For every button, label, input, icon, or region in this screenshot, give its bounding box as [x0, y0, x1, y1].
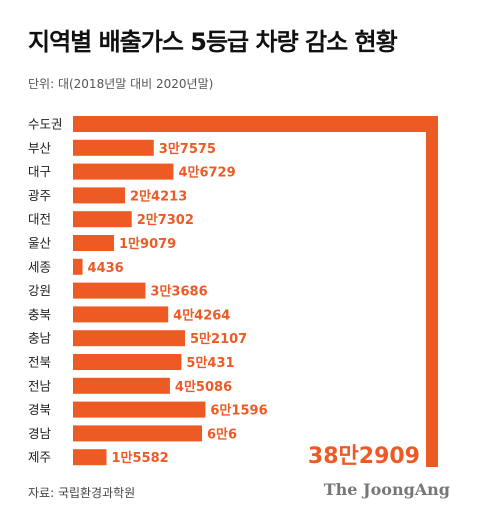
bar	[73, 306, 169, 323]
source-note: 자료: 국립환경과학원	[28, 486, 136, 500]
bar-sudogwon-vertical	[426, 116, 438, 467]
category-label: 충남	[28, 331, 52, 346]
data-label-sudogwon: 38만2909	[308, 444, 420, 469]
bar	[73, 163, 174, 180]
category-label: 대구	[28, 164, 51, 179]
data-label: 5만2107	[190, 331, 247, 347]
category-label: 충북	[28, 307, 51, 322]
category-label: 수도권	[28, 117, 63, 132]
bar	[73, 449, 107, 466]
data-label: 2만4213	[130, 188, 187, 204]
chart-title: 지역별 배출가스 5등급 차량 감소 현황	[28, 28, 398, 56]
data-label: 3만3686	[150, 284, 207, 300]
category-label: 제주	[28, 450, 51, 465]
category-label: 경북	[28, 402, 51, 417]
bar	[73, 187, 126, 204]
data-label: 4436	[88, 261, 124, 276]
bar-chart: 수도권 38만2909 부산 3만7575 대구 4만6729 광주 2만4213 대전 2만73…	[28, 116, 438, 469]
data-label: 5만431	[186, 355, 234, 371]
category-label: 광주	[28, 188, 51, 203]
category-label: 강원	[28, 283, 51, 298]
bar	[73, 139, 154, 156]
bar	[73, 401, 206, 418]
category-label: 대전	[28, 212, 51, 227]
bar	[73, 211, 132, 228]
data-label: 1만9079	[119, 236, 176, 252]
category-label: 경남	[28, 426, 52, 441]
bar	[73, 354, 182, 370]
data-label: 2만7302	[137, 212, 194, 228]
category-label: 부산	[28, 140, 52, 155]
category-label: 전남	[28, 378, 52, 393]
data-label: 6만1596	[210, 403, 267, 419]
data-label: 6만6	[207, 426, 237, 442]
category-label: 전북	[28, 355, 51, 370]
category-label: 세종	[28, 259, 51, 274]
bar-sudogwon-horizontal	[73, 116, 438, 132]
bar	[73, 282, 146, 299]
bar	[73, 425, 203, 442]
data-label: 4만4264	[173, 307, 230, 323]
bar	[73, 377, 170, 394]
data-label: 4만6729	[178, 165, 235, 181]
data-label: 4만5086	[175, 379, 232, 395]
category-label: 울산	[28, 236, 52, 251]
chart-subtitle: 단위: 대(2018년말 대비 2020년말)	[28, 77, 214, 91]
bar	[73, 330, 186, 347]
bar	[73, 258, 83, 275]
data-label: 1만5582	[112, 450, 169, 466]
brand-logo: The JoongAng	[323, 480, 450, 499]
bar	[73, 235, 115, 251]
data-label: 3만7575	[159, 141, 216, 157]
